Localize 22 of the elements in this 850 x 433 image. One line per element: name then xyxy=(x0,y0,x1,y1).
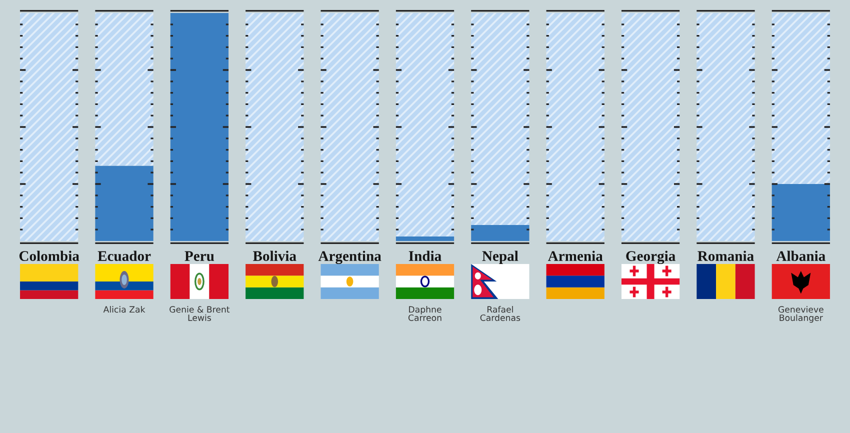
x-tick-label: India xyxy=(408,250,442,261)
text: Rafael Cardenas xyxy=(480,306,520,321)
text: Daphne Carreon xyxy=(408,306,442,321)
x-tick-label: Ecuador xyxy=(98,250,151,262)
x-tick-label: Colombia xyxy=(19,250,80,261)
x-tick-label: Romania xyxy=(698,250,754,261)
x-tick-label: Nepal xyxy=(482,250,518,264)
x-tick-label: Georgia xyxy=(626,250,676,264)
bar xyxy=(95,166,154,241)
bar xyxy=(396,236,454,241)
bar xyxy=(772,13,830,184)
x-tick-label: Albania xyxy=(776,250,826,261)
bar xyxy=(772,184,830,241)
x-tick-label: Armenia xyxy=(548,250,603,261)
x-tick-label: Argentina xyxy=(318,250,382,264)
x-tick-label: Bolivia xyxy=(253,250,296,261)
bar xyxy=(95,13,154,166)
text: Alicia Zak xyxy=(103,306,146,313)
text: Genie & Brent Lewis xyxy=(170,306,230,321)
bar xyxy=(471,225,530,241)
text: Genevieve Boulanger xyxy=(778,306,824,323)
x-tick-label: Peru xyxy=(184,251,214,262)
